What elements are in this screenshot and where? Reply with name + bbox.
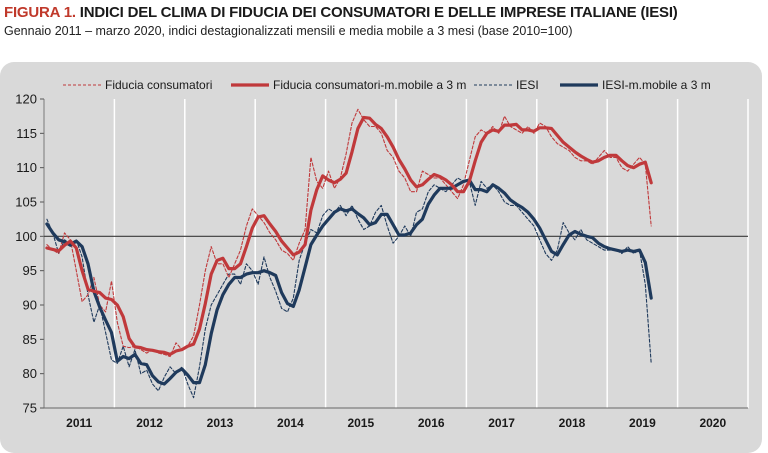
chart-panel: 75 80 85 90 95 100 105 110 115 120 2011 2012 2013 201… [0,62,762,453]
y-tick-label: 85 [23,332,37,347]
x-tick-label: 2013 [207,416,234,430]
y-tick-label: 90 [23,298,37,313]
series-line-1 [46,108,652,358]
figure-label: FIGURA 1. [4,4,76,21]
legend-label-1: Fiducia consumatori [105,78,212,92]
x-tick-label: 2014 [277,416,304,430]
line-chart: 75 80 85 90 95 100 105 110 115 120 2011 2012 2013 201… [15,78,749,430]
x-tick-label: 2011 [66,416,92,430]
x-tick-label: 2018 [559,416,586,430]
axis-layer: 75 80 85 90 95 100 105 110 115 120 2011 2012 2013 201… [15,92,748,430]
x-tick-label: 2020 [699,416,726,430]
series-line-2 [45,115,653,356]
y-tick-label: 105 [15,195,37,210]
legend-label-2: Fiducia consumatori-m.mobile a 3 m [273,78,466,92]
figure-title: FIGURA 1. INDICI DEL CLIMA DI FIDUCIA DE… [4,4,678,21]
y-tick-label: 120 [15,92,37,107]
figure-subtitle: Gennaio 2011 – marzo 2020, indici destag… [4,24,573,38]
legend-label-4: IESI-m.mobile a 3 m [602,78,711,92]
series-layer [45,108,653,399]
series-line-4 [45,178,653,386]
y-tick-label: 80 [23,366,37,381]
y-tick-label: 115 [16,126,37,141]
x-tick-label: 2016 [418,416,445,430]
figure-title-text: INDICI DEL CLIMA DI FIDUCIA DEI CONSUMAT… [79,4,678,21]
y-tick-label: 110 [16,160,37,175]
legend: Fiducia consumatori Fiducia consumatori-m… [63,78,711,92]
y-tick-label: 95 [23,263,37,278]
y-tick-label: 75 [23,401,37,416]
legend-label-3: IESI [516,78,539,92]
x-tick-label: 2017 [488,416,515,430]
x-tick-label: 2015 [347,416,374,430]
y-tick-label: 100 [15,229,37,244]
x-tick-label: 2012 [136,416,163,430]
x-tick-label: 2019 [629,416,656,430]
